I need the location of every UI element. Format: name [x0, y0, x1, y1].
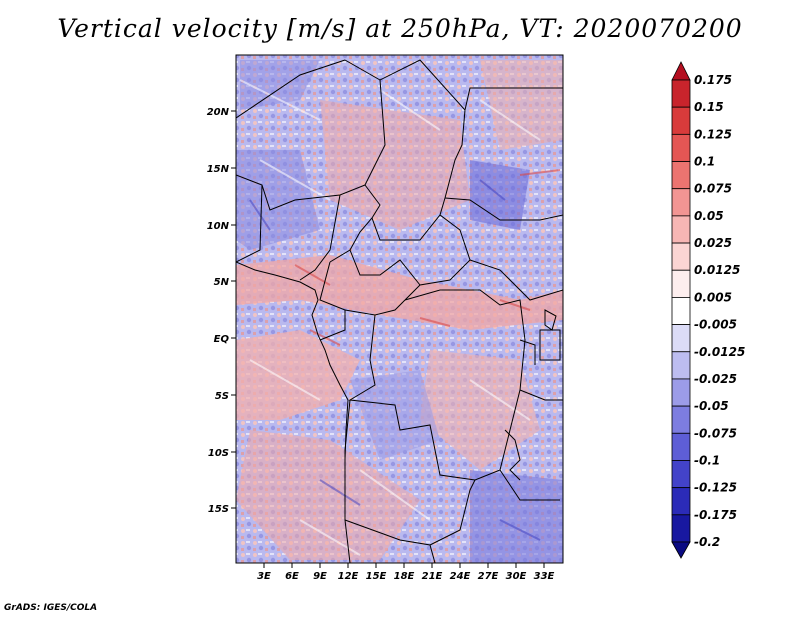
lat-label-10n: 10N	[207, 221, 230, 232]
lon-label-9e: 9E	[313, 571, 327, 582]
lon-label-27e: 27E	[478, 571, 499, 582]
lon-label-6e: 6E	[285, 571, 299, 582]
colorbar-swatch	[671, 297, 691, 325]
plot-title: Vertical velocity [m/s] at 250hPa, VT: 2…	[57, 14, 743, 43]
grads-credit: GrADS: IGES/COLA	[4, 603, 98, 613]
colorbar-level-label: -0.125	[694, 481, 737, 495]
longitude-ticks	[263, 563, 545, 568]
latitude-ticks	[231, 110, 236, 509]
colorbar-level-label: 0.125	[694, 127, 732, 141]
colorbar-level-label: 0.175	[694, 73, 732, 87]
colorbar-swatch	[671, 269, 691, 298]
colorbar-level-label: -0.05	[694, 399, 729, 413]
colorbar-swatch	[671, 324, 691, 353]
colorbar-swatch	[671, 541, 691, 559]
colorbar-level-label: 0.05	[694, 209, 724, 223]
colorbar-swatch	[671, 61, 691, 81]
lon-label-15e: 15E	[366, 571, 387, 582]
colorbar-swatch	[671, 460, 691, 489]
lat-label-5s: 5S	[215, 391, 229, 402]
colorbar-swatch	[671, 215, 691, 244]
lon-label-24e: 24E	[450, 571, 471, 582]
lon-label-18e: 18E	[394, 571, 415, 582]
colorbar-swatch	[671, 405, 691, 434]
lat-label-15n: 15N	[207, 164, 230, 175]
lat-label-5n: 5N	[214, 277, 230, 288]
lon-label-12e: 12E	[338, 571, 359, 582]
colorbar-level-label: -0.2	[694, 535, 720, 549]
colorbar-swatch	[671, 106, 691, 135]
colorbar-swatch	[671, 242, 691, 271]
colorbar-labels: 0.175 0.15 0.125 0.1 0.075 0.05 0.025 0.0125 0.0…	[694, 73, 745, 549]
colorbar-swatch	[671, 432, 691, 461]
colorbar-swatch	[671, 487, 691, 516]
lon-label-3e: 3E	[257, 571, 271, 582]
colorbar-level-label: -0.0125	[694, 345, 745, 359]
colorbar-swatch	[671, 188, 691, 217]
colorbar-level-label: 0.1	[694, 155, 715, 169]
colorbar-swatch	[671, 133, 691, 162]
colorbar-swatch	[671, 161, 691, 190]
lat-label-10s: 10S	[208, 448, 229, 459]
country-borders	[236, 59, 563, 563]
colorbar-swatch	[671, 378, 691, 407]
colorbar-level-label: 0.005	[694, 290, 732, 304]
colorbar-swatch	[671, 79, 691, 108]
colorbar	[671, 61, 691, 559]
colorbar-level-label: -0.1	[694, 453, 720, 467]
colorbar-swatch	[671, 514, 691, 543]
colorbar-level-label: -0.025	[694, 372, 737, 386]
lat-label-20n: 20N	[207, 107, 230, 118]
colorbar-level-label: -0.175	[694, 508, 737, 522]
lon-label-30e: 30E	[506, 571, 527, 582]
colorbar-level-label: -0.075	[694, 426, 737, 440]
velocity-field	[236, 55, 563, 563]
colorbar-level-label: 0.0125	[694, 263, 740, 277]
colorbar-level-label: 0.075	[694, 182, 732, 196]
lon-label-21e: 21E	[422, 571, 443, 582]
colorbar-level-label: 0.025	[694, 236, 732, 250]
map-border	[235, 54, 564, 564]
lon-label-33e: 33E	[534, 571, 555, 582]
lat-label-eq: EQ	[214, 334, 230, 345]
colorbar-swatch	[671, 351, 691, 380]
colorbar-level-label: 0.15	[694, 100, 724, 114]
colorbar-level-label: -0.005	[694, 318, 737, 332]
lat-label-15s: 15S	[208, 504, 229, 515]
